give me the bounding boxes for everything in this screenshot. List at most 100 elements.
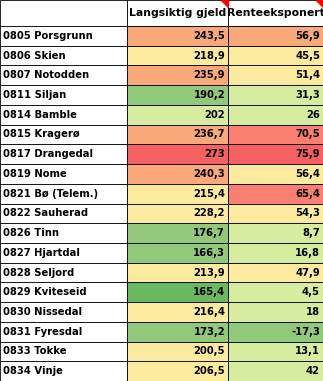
Text: 216,4: 216,4 — [193, 307, 225, 317]
Bar — [228, 164, 323, 184]
Text: 0830 Nissedal: 0830 Nissedal — [3, 307, 82, 317]
Bar — [0, 46, 127, 66]
Text: 0833 Tokke: 0833 Tokke — [3, 346, 67, 356]
Bar — [127, 85, 228, 105]
Text: 240,3: 240,3 — [193, 169, 225, 179]
Text: 0811 Siljan: 0811 Siljan — [3, 90, 66, 100]
Text: 202: 202 — [204, 110, 225, 120]
Text: 0806 Skien: 0806 Skien — [3, 51, 66, 61]
Text: 0827 Hjartdal: 0827 Hjartdal — [3, 248, 80, 258]
Bar — [228, 322, 323, 341]
Bar — [0, 361, 127, 381]
Bar — [0, 341, 127, 361]
Text: Langsiktig gjeld: Langsiktig gjeld — [129, 8, 226, 18]
Text: 273: 273 — [204, 149, 225, 159]
Text: 75,9: 75,9 — [295, 149, 320, 159]
Bar — [228, 66, 323, 85]
Bar — [0, 322, 127, 341]
Bar — [127, 361, 228, 381]
Text: 0834 Vinje: 0834 Vinje — [3, 366, 63, 376]
Text: 0807 Notodden: 0807 Notodden — [3, 70, 89, 80]
Text: 45,5: 45,5 — [295, 51, 320, 61]
Bar — [0, 164, 127, 184]
Bar — [0, 66, 127, 85]
Bar — [127, 203, 228, 223]
Text: 8,7: 8,7 — [302, 228, 320, 238]
Text: 4,5: 4,5 — [302, 287, 320, 297]
Bar — [0, 26, 127, 46]
Text: 18: 18 — [306, 307, 320, 317]
Bar — [228, 243, 323, 263]
Text: 54,3: 54,3 — [295, 208, 320, 218]
Text: 56,9: 56,9 — [295, 31, 320, 41]
Text: 0821 Bø (Telem.): 0821 Bø (Telem.) — [3, 189, 98, 199]
Text: 0805 Porsgrunn: 0805 Porsgrunn — [3, 31, 93, 41]
Bar — [228, 263, 323, 282]
Bar — [127, 223, 228, 243]
Text: 0826 Tinn: 0826 Tinn — [3, 228, 59, 238]
Text: 0828 Seljord: 0828 Seljord — [3, 267, 74, 277]
Text: 213,9: 213,9 — [193, 267, 225, 277]
Bar — [127, 125, 228, 144]
Bar — [127, 184, 228, 203]
Text: 218,9: 218,9 — [193, 51, 225, 61]
Bar — [0, 302, 127, 322]
Text: 65,4: 65,4 — [295, 189, 320, 199]
Bar — [228, 46, 323, 66]
Text: 173,2: 173,2 — [193, 327, 225, 337]
Bar — [228, 144, 323, 164]
Text: 26: 26 — [306, 110, 320, 120]
Text: 165,4: 165,4 — [193, 287, 225, 297]
Text: 0822 Sauherad: 0822 Sauherad — [3, 208, 88, 218]
Text: 235,9: 235,9 — [193, 70, 225, 80]
Bar — [127, 0, 228, 26]
Text: 176,7: 176,7 — [193, 228, 225, 238]
Text: 42: 42 — [306, 366, 320, 376]
Bar — [228, 341, 323, 361]
Text: 47,9: 47,9 — [295, 267, 320, 277]
Polygon shape — [221, 0, 228, 7]
Bar — [228, 282, 323, 302]
Bar — [127, 243, 228, 263]
Bar — [127, 26, 228, 46]
Text: 166,3: 166,3 — [193, 248, 225, 258]
Bar — [127, 46, 228, 66]
Bar — [0, 105, 127, 125]
Text: 0819 Nome: 0819 Nome — [3, 169, 67, 179]
Bar — [0, 263, 127, 282]
Text: 56,4: 56,4 — [295, 169, 320, 179]
Bar — [0, 184, 127, 203]
Bar — [127, 105, 228, 125]
Bar — [0, 0, 127, 26]
Bar — [0, 85, 127, 105]
Bar — [228, 184, 323, 203]
Text: 206,5: 206,5 — [193, 366, 225, 376]
Text: 236,7: 236,7 — [193, 130, 225, 139]
Text: 0814 Bamble: 0814 Bamble — [3, 110, 77, 120]
Bar — [127, 302, 228, 322]
Text: 0831 Fyresdal: 0831 Fyresdal — [3, 327, 82, 337]
Text: 70,5: 70,5 — [295, 130, 320, 139]
Text: 190,2: 190,2 — [193, 90, 225, 100]
Bar — [127, 341, 228, 361]
Bar — [127, 66, 228, 85]
Text: 13,1: 13,1 — [295, 346, 320, 356]
Bar — [228, 125, 323, 144]
Bar — [228, 203, 323, 223]
Text: 243,5: 243,5 — [193, 31, 225, 41]
Bar — [127, 144, 228, 164]
Bar — [127, 282, 228, 302]
Bar — [228, 85, 323, 105]
Text: 0815 Kragerø: 0815 Kragerø — [3, 130, 80, 139]
Text: -17,3: -17,3 — [291, 327, 320, 337]
Bar — [228, 0, 323, 26]
Bar — [228, 302, 323, 322]
Bar — [0, 223, 127, 243]
Bar — [0, 203, 127, 223]
Bar — [228, 26, 323, 46]
Bar — [0, 125, 127, 144]
Bar — [127, 322, 228, 341]
Bar — [228, 223, 323, 243]
Text: Renteeksponert: Renteeksponert — [227, 8, 323, 18]
Text: 31,3: 31,3 — [295, 90, 320, 100]
